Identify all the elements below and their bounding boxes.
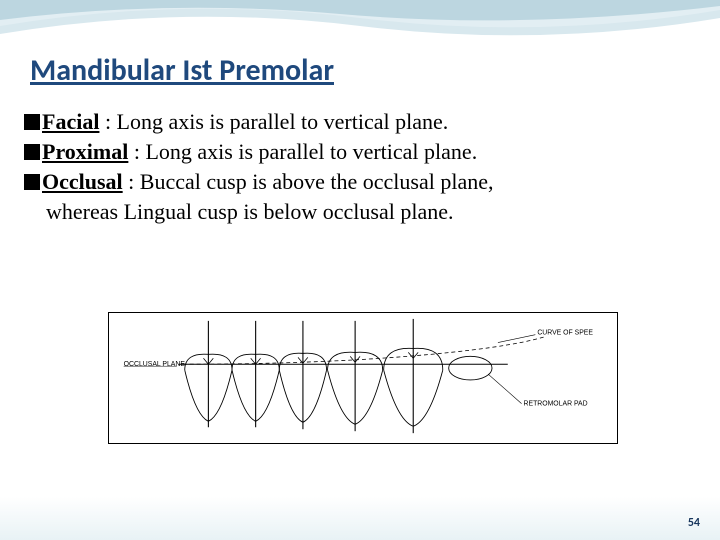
bullet-label: Proximal — [42, 139, 128, 164]
bullet-facial: Facial : Long axis is parallel to vertic… — [24, 108, 686, 136]
svg-text:OCCLUSAL PLANE: OCCLUSAL PLANE — [124, 361, 186, 368]
bullet-icon — [24, 144, 40, 160]
bullet-icon — [24, 174, 40, 190]
slide: Mandibular Ist Premolar Facial : Long ax… — [0, 0, 720, 540]
bullet-label: Occlusal — [42, 169, 123, 194]
bullet-text: : Long axis is parallel to vertical plan… — [134, 139, 477, 164]
bullet-proximal: Proximal : Long axis is parallel to vert… — [24, 138, 686, 166]
diagram-svg: OCCLUSAL PLANE CURVE OF SPEE RETROMOLAR PA… — [109, 313, 617, 443]
bullet-text: : Long axis is parallel to vertical plan… — [105, 109, 448, 134]
bullet-icon — [24, 114, 40, 130]
bullet-occlusal-cont: whereas Lingual cusp is below occlusal p… — [24, 198, 686, 226]
svg-text:RETROMOLAR PAD: RETROMOLAR PAD — [524, 401, 588, 408]
bullet-occlusal: Occlusal : Buccal cusp is above the occl… — [24, 168, 686, 196]
page-number: 54 — [688, 516, 700, 530]
svg-text:CURVE OF SPEE: CURVE OF SPEE — [537, 330, 593, 337]
body-text: Facial : Long axis is parallel to vertic… — [24, 108, 686, 229]
slide-title: Mandibular Ist Premolar — [30, 52, 334, 89]
bullet-label: Facial — [42, 109, 99, 134]
tooth-diagram: OCCLUSAL PLANE CURVE OF SPEE RETROMOLAR PA… — [108, 312, 618, 444]
bullet-text: : Buccal cusp is above the occlusal plan… — [128, 169, 493, 194]
